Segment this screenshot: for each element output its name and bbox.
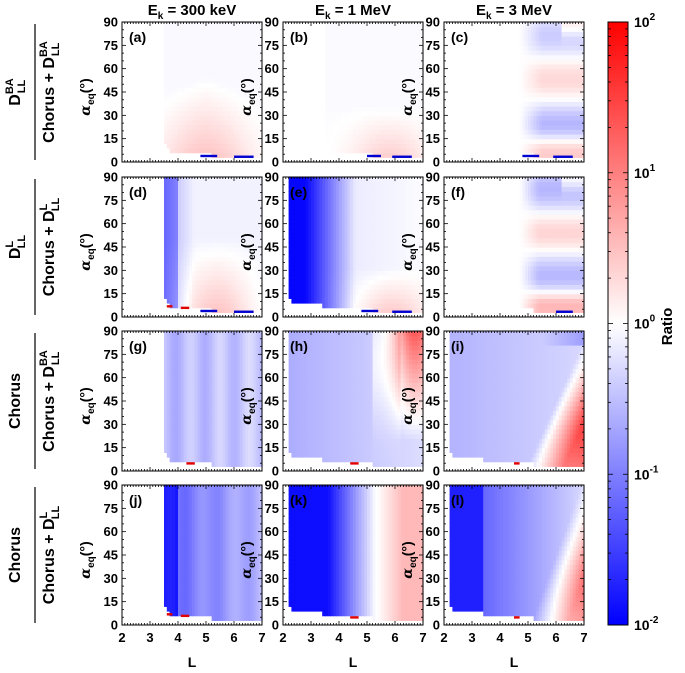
panel-label: (d): [129, 184, 147, 200]
y-tick-label: 75: [104, 193, 118, 208]
panel-label: (b): [290, 29, 308, 45]
y-tick-label: 0: [272, 155, 279, 170]
y-tick-label: 15: [426, 131, 440, 146]
y-tick-label: 15: [104, 286, 118, 301]
marker-blue: [367, 155, 381, 157]
marker-blue: [392, 156, 412, 158]
panel-d: 0 15 30 45 60 75 90 (d) αeq(°): [77, 170, 263, 325]
y-tick-label: 45: [104, 240, 118, 255]
y-tick-label: 75: [104, 38, 118, 53]
y-tick-label: 60: [265, 61, 279, 76]
marker-blue: [234, 156, 254, 158]
y-tick-label: 75: [426, 38, 440, 53]
panel-e: 0153045607590(e)αeq(°): [238, 170, 424, 325]
y-tick-label: 30: [265, 108, 279, 123]
y-tick-label: 0: [111, 310, 118, 325]
panel-label: (c): [451, 29, 468, 45]
y-tick-label: 30: [104, 263, 118, 278]
panel-a: 0 15 30 45 60 75 90 (a) αeq(°): [77, 15, 263, 170]
y-tick-label: 60: [104, 61, 118, 76]
marker-blue: [522, 155, 539, 157]
y-tick-label: 60: [426, 61, 440, 76]
marker-blue: [200, 155, 217, 157]
marker-blue: [234, 311, 254, 313]
y-tick-label: 30: [104, 108, 118, 123]
y-tick-label: 15: [104, 131, 118, 146]
y-tick-label: 15: [265, 131, 279, 146]
panel-label: (a): [129, 29, 146, 45]
marker-red: [167, 305, 173, 307]
y-tick-label: 45: [265, 85, 279, 100]
y-tick-label: 90: [265, 15, 279, 30]
y-tick-label: 45: [426, 85, 440, 100]
y-tick-label: 0: [111, 155, 118, 170]
y-tick-label: 30: [426, 108, 440, 123]
marker-blue: [200, 310, 217, 312]
figure: 0 15 30 45 60 75 90 (a) αeq(°) 0 15 30 45 60 75 90 (b) αe…: [0, 0, 685, 673]
panels-layer: 0 15 30 45 60 75 90 (a) αeq(°) 0 15 30 45 60 75 90 (b) αe…: [77, 15, 588, 671]
marker-blue: [553, 156, 573, 158]
y-tick-label: 60: [104, 216, 118, 231]
y-tick-label: 75: [265, 38, 279, 53]
y-tick-label: 90: [104, 15, 118, 30]
y-tick-label: 90: [426, 15, 440, 30]
marker-red: [181, 307, 189, 309]
y-tick-label: 90: [104, 170, 118, 185]
y-tick-label: 0: [433, 155, 440, 170]
y-axis-label: αeq(°): [77, 78, 97, 115]
y-tick-label: 45: [104, 85, 118, 100]
y-axis-label: αeq(°): [77, 233, 97, 270]
